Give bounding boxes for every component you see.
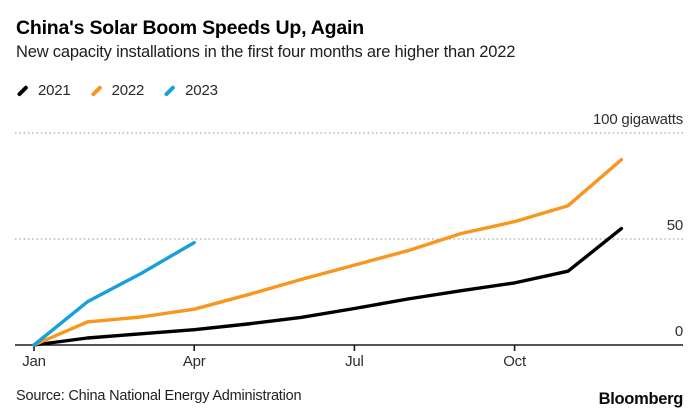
page-title: China's Solar Boom Speeds Up, Again (16, 17, 364, 39)
legend: 2021 2022 2023 (16, 82, 218, 99)
legend-item-2021: 2021 (16, 82, 71, 99)
source-text: Source: China National Energy Administra… (16, 388, 302, 404)
line-swatch-2021-icon (16, 84, 29, 97)
x-axis-label-Apr: Apr (182, 353, 206, 370)
line-swatch-2022-icon (90, 84, 102, 97)
series-line-2021 (32, 226, 624, 347)
y-axis-label-50: 50 (666, 217, 684, 234)
page-subtitle: New capacity installations in the first … (16, 43, 516, 61)
series-line-2023 (32, 240, 196, 347)
x-axis-label-Jul: Jul (345, 353, 364, 370)
legend-item-2023: 2023 (163, 82, 218, 99)
y-axis-label-100: 100 gigawatts (593, 111, 683, 128)
series-line-2022 (32, 157, 624, 347)
legend-item-2022: 2022 (90, 82, 145, 99)
y-axis-label-0: 0 (674, 323, 683, 340)
x-axis-label-Oct: Oct (503, 353, 526, 370)
x-axis-label-Jan: Jan (22, 353, 46, 370)
bloomberg-logo: Bloomberg (598, 390, 684, 408)
legend-label-2022: 2022 (111, 82, 145, 99)
legend-label-2021: 2021 (38, 82, 71, 99)
line-swatch-2023-icon (163, 84, 176, 97)
legend-label-2023: 2023 (185, 82, 218, 99)
